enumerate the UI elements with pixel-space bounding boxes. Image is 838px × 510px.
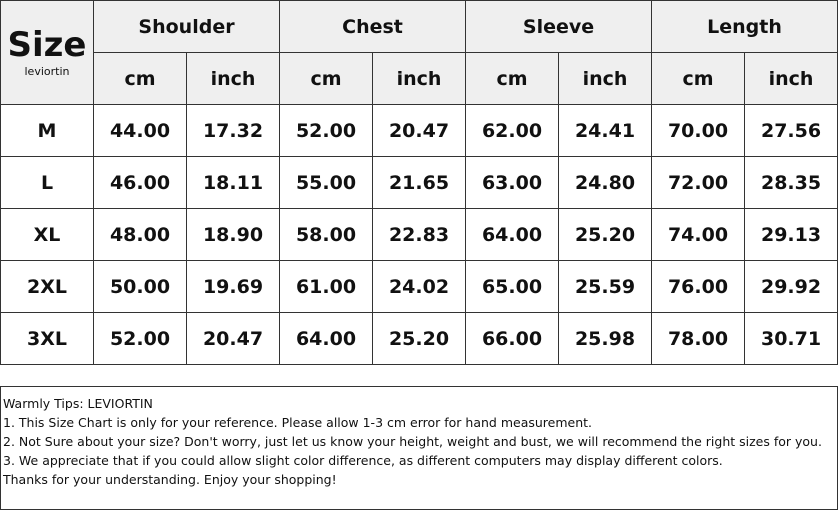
cell: 21.65 [372,156,467,209]
size-label: 3XL [0,312,94,365]
cell: 72.00 [651,156,746,209]
cell: 24.02 [372,260,467,313]
size-label: M [0,104,94,157]
cell: 24.80 [558,156,653,209]
tips-box: Warmly Tips: LEVIORTIN 1. This Size Chart… [0,386,838,510]
unit-row: cm inch cm inch cm inch cm inch [1,52,838,105]
size-label: XL [0,208,94,261]
tip-line: 3. We appreciate that if you could allow… [3,453,723,468]
tip-line: 2. Not Sure about your size? Don't worry… [3,434,822,449]
unit-header: inch [185,52,281,105]
cell: 25.20 [372,312,467,365]
header-row: Size leviortin Shoulder Chest Sleeve Length [0,0,838,105]
unit-header: inch [558,52,653,105]
cell: 17.32 [185,104,281,157]
group-header: Length [651,0,838,53]
cell: 64.00 [279,312,374,365]
cell: 64.00 [465,208,560,261]
data-row: M 44.00 17.32 52.00 20.47 62.00 24.41 70.00 27.5… [0,104,838,157]
cell: 55.00 [279,156,374,209]
cell: 30.71 [744,312,838,365]
data-row: 2XL 50.00 19.69 61.00 24.02 65.00 25.59 76.00 29… [0,260,838,313]
cell: 50.00 [93,260,187,313]
unit-header: cm [651,52,746,105]
unit-header: cm [93,52,187,105]
cell: 62.00 [465,104,560,157]
cell: 76.00 [651,260,746,313]
unit-header: inch [372,52,467,105]
size-header: Size leviortin [0,0,94,105]
cell: 52.00 [93,312,187,365]
unit-header: cm [465,52,560,105]
cell: 18.11 [185,156,281,209]
cell: 63.00 [465,156,560,209]
group-header: Chest [279,0,467,53]
cell: 65.00 [465,260,560,313]
cell: 27.56 [744,104,838,157]
data-row: 3XL 52.00 20.47 64.00 25.20 66.00 25.98 78.00 30… [0,312,838,365]
cell: 29.13 [744,208,838,261]
size-table: Size leviortin Shoulder Chest Sleeve Length cm… [0,0,838,365]
cell: 58.00 [279,208,374,261]
group-header: Shoulder [92,0,281,53]
cell: 25.98 [558,312,653,365]
cell: 52.00 [279,104,374,157]
unit-header: inch [744,52,838,105]
cell: 66.00 [465,312,560,365]
cell: 74.00 [651,208,746,261]
unit-header: cm [279,52,374,105]
cell: 78.00 [651,312,746,365]
tip-line: Thanks for your understanding. Enjoy you… [3,472,337,487]
cell: 24.41 [558,104,653,157]
data-row: XL 48.00 18.90 58.00 22.83 64.00 25.20 74.00 29.… [0,208,838,261]
tip-line: 1. This Size Chart is only for your refe… [3,415,593,430]
cell: 46.00 [93,156,187,209]
cell: 44.00 [93,104,187,157]
size-label: 2XL [0,260,94,313]
cell: 29.92 [744,260,838,313]
group-header: Sleeve [465,0,653,53]
size-label: L [0,156,94,209]
cell: 20.47 [372,104,467,157]
cell: 61.00 [279,260,374,313]
cell: 20.47 [185,312,281,365]
cell: 19.69 [185,260,281,313]
cell: 28.35 [744,156,838,209]
data-row: L 46.00 18.11 55.00 21.65 63.00 24.80 72.00 28.3… [0,156,838,209]
cell: 22.83 [372,208,467,261]
cell: 25.59 [558,260,653,313]
cell: 25.20 [558,208,653,261]
cell: 70.00 [651,104,746,157]
brand: leviortin [24,64,70,78]
cell: 18.90 [185,208,281,261]
cell: 48.00 [93,208,187,261]
size-title: Size [7,24,87,65]
tip-line: Warmly Tips: LEVIORTIN [3,396,153,411]
